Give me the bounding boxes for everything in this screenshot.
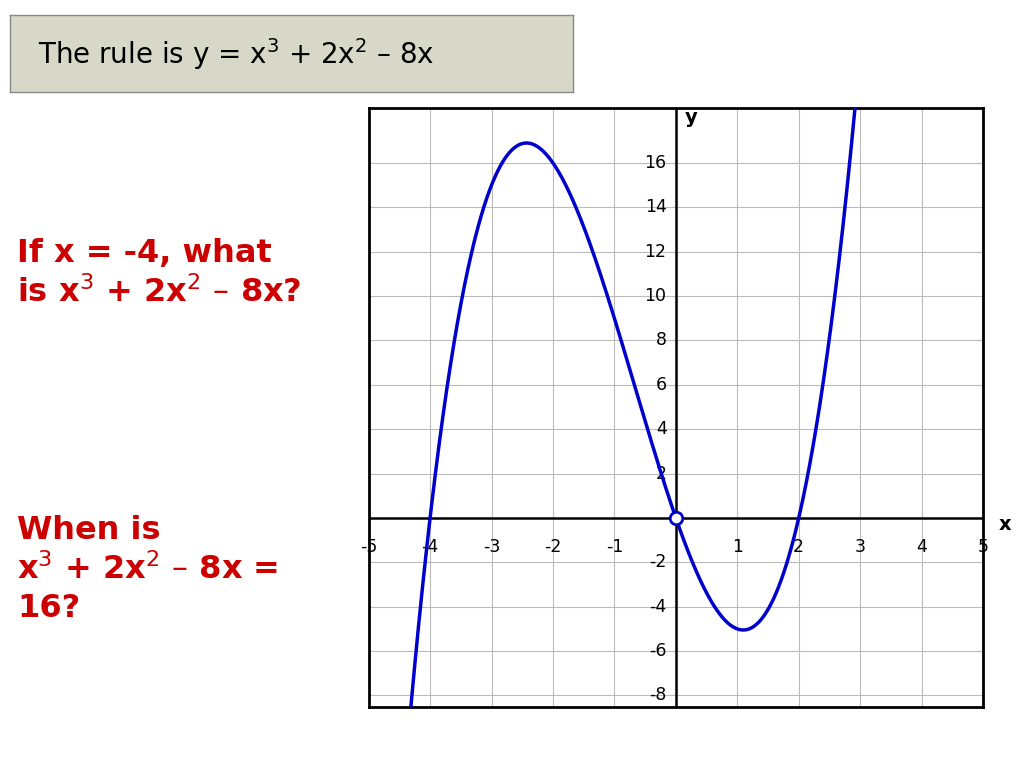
Text: -1: -1: [606, 538, 623, 556]
Text: 8: 8: [655, 332, 667, 349]
Text: When is
x$^3$ + 2x$^2$ – 8x =
16?: When is x$^3$ + 2x$^2$ – 8x = 16?: [17, 515, 279, 624]
Text: 10: 10: [645, 287, 667, 305]
Text: 3: 3: [855, 538, 865, 556]
Text: If x = -4, what
is x$^3$ + 2x$^2$ – 8x?: If x = -4, what is x$^3$ + 2x$^2$ – 8x?: [17, 238, 302, 310]
Text: -2: -2: [649, 554, 667, 571]
Text: 12: 12: [645, 243, 667, 260]
Text: -2: -2: [545, 538, 561, 556]
Text: -4: -4: [649, 598, 667, 616]
Text: y: y: [685, 108, 697, 127]
Text: 14: 14: [645, 198, 667, 217]
Text: -8: -8: [649, 687, 667, 704]
Text: -3: -3: [483, 538, 500, 556]
Text: -6: -6: [649, 642, 667, 660]
Text: -5: -5: [360, 538, 377, 556]
Text: 4: 4: [916, 538, 927, 556]
Text: 4: 4: [655, 420, 667, 439]
Text: 2: 2: [655, 465, 667, 482]
Text: -4: -4: [422, 538, 438, 556]
Text: 2: 2: [794, 538, 804, 556]
Text: 1: 1: [732, 538, 742, 556]
Text: 16: 16: [644, 154, 667, 172]
Text: x: x: [998, 515, 1011, 534]
Text: 5: 5: [978, 538, 988, 556]
Text: 6: 6: [655, 376, 667, 394]
Text: The rule is y = x$^3$ + 2x$^2$ – 8x: The rule is y = x$^3$ + 2x$^2$ – 8x: [39, 36, 435, 71]
